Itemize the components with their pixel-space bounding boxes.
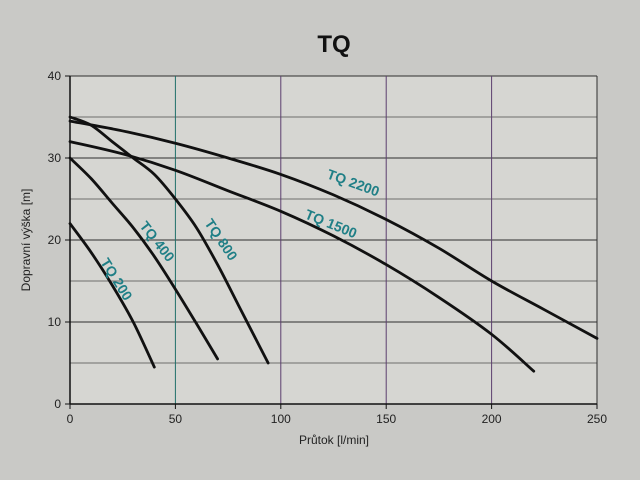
y-axis-label: Dopravní výška [m]: [19, 189, 33, 292]
series-line-tq-200: [68, 222, 156, 369]
series-line-tq-400: [68, 156, 219, 361]
x-tick-label: 250: [587, 412, 607, 426]
x-tick-label: 50: [169, 412, 183, 426]
series-line-tq-1500: [68, 140, 536, 373]
x-tick-label: 150: [376, 412, 396, 426]
x-axis-label: Průtok [l/min]: [299, 433, 369, 447]
y-tick-label: 10: [48, 315, 62, 329]
y-tick-label: 20: [48, 233, 62, 247]
y-tick-label: 0: [54, 397, 61, 411]
y-tick-label: 30: [48, 151, 62, 165]
series-line-tq-2200: [68, 119, 599, 340]
x-tick-label: 200: [482, 412, 502, 426]
x-tick-label: 0: [67, 412, 74, 426]
series-line-tq-800: [68, 115, 270, 365]
chart-title: TQ: [317, 31, 350, 58]
y-tick-label: 40: [48, 69, 62, 83]
x-tick-label: 100: [271, 412, 291, 426]
